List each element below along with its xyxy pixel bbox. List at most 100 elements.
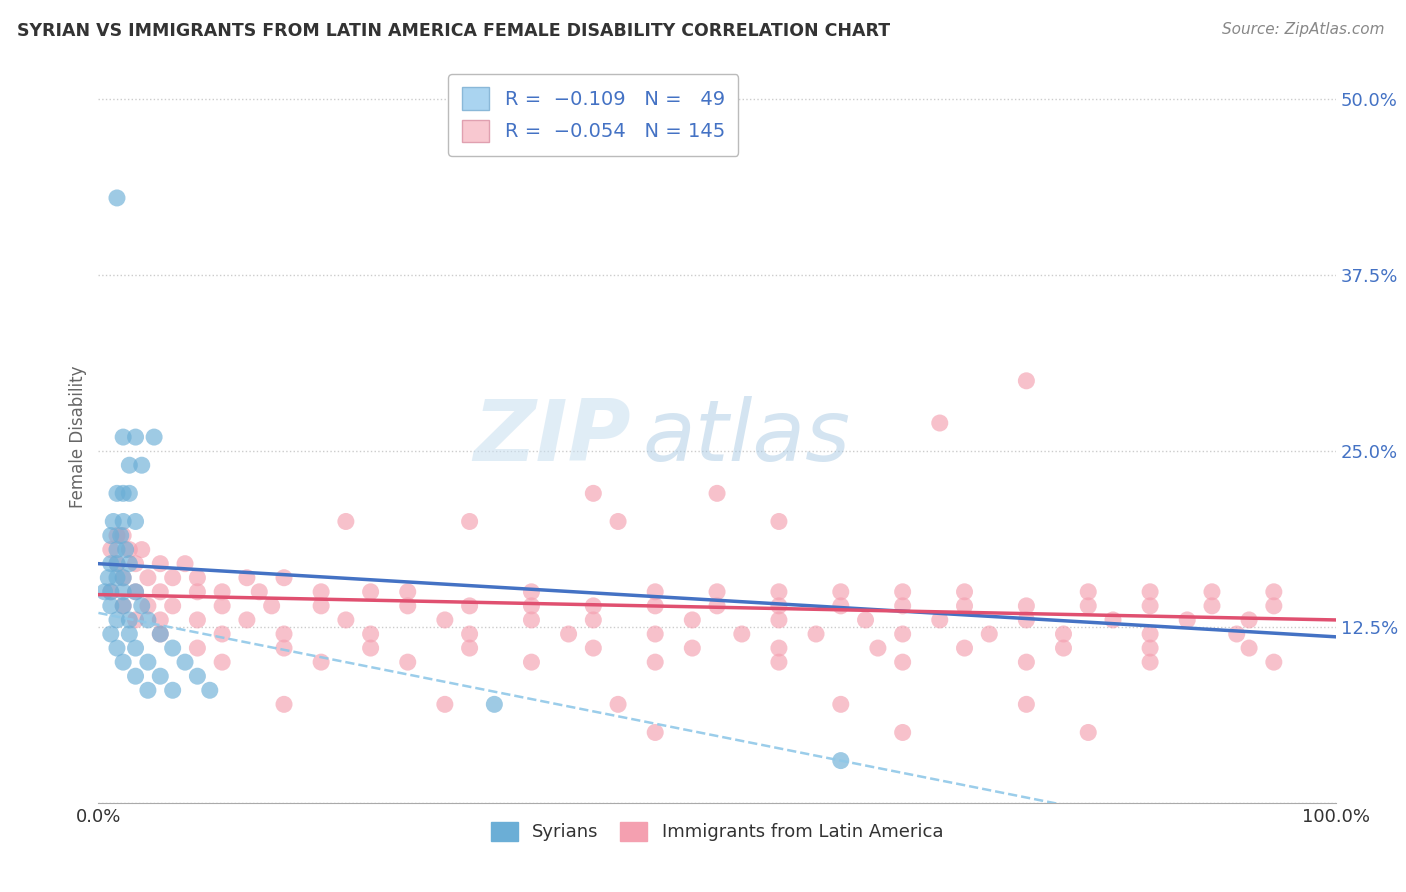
Point	[309, 599, 332, 613]
Point	[149, 669, 172, 683]
Point	[458, 599, 481, 613]
Point	[891, 655, 914, 669]
Point	[162, 599, 184, 613]
Point	[1015, 655, 1038, 669]
Point	[124, 613, 146, 627]
Point	[236, 571, 259, 585]
Point	[143, 430, 166, 444]
Point	[273, 627, 295, 641]
Point	[953, 599, 976, 613]
Point	[273, 698, 295, 712]
Point	[186, 571, 208, 585]
Point	[136, 683, 159, 698]
Point	[830, 599, 852, 613]
Text: Source: ZipAtlas.com: Source: ZipAtlas.com	[1222, 22, 1385, 37]
Point	[582, 641, 605, 656]
Point	[1226, 627, 1249, 641]
Point	[582, 486, 605, 500]
Point	[1175, 613, 1198, 627]
Point	[211, 627, 233, 641]
Point	[100, 584, 122, 599]
Point	[830, 584, 852, 599]
Point	[112, 571, 135, 585]
Point	[131, 458, 153, 473]
Point	[731, 627, 754, 641]
Point	[112, 486, 135, 500]
Point	[1015, 599, 1038, 613]
Point	[162, 571, 184, 585]
Point	[335, 613, 357, 627]
Point	[855, 613, 877, 627]
Point	[118, 557, 141, 571]
Point	[118, 458, 141, 473]
Point	[112, 655, 135, 669]
Point	[804, 627, 827, 641]
Point	[396, 584, 419, 599]
Point	[1139, 627, 1161, 641]
Point	[644, 725, 666, 739]
Point	[100, 627, 122, 641]
Point	[100, 584, 122, 599]
Point	[866, 641, 889, 656]
Point	[100, 528, 122, 542]
Point	[136, 571, 159, 585]
Point	[124, 557, 146, 571]
Point	[1052, 641, 1074, 656]
Point	[706, 584, 728, 599]
Point	[105, 557, 128, 571]
Point	[124, 584, 146, 599]
Point	[768, 641, 790, 656]
Point	[433, 698, 456, 712]
Point	[131, 599, 153, 613]
Point	[105, 191, 128, 205]
Point	[309, 584, 332, 599]
Point	[105, 571, 128, 585]
Point	[174, 557, 197, 571]
Point	[114, 542, 136, 557]
Point	[149, 557, 172, 571]
Point	[174, 655, 197, 669]
Point	[928, 613, 950, 627]
Point	[118, 542, 141, 557]
Point	[607, 515, 630, 529]
Point	[211, 655, 233, 669]
Point	[520, 584, 543, 599]
Point	[484, 698, 506, 712]
Point	[118, 486, 141, 500]
Point	[136, 599, 159, 613]
Point	[1052, 627, 1074, 641]
Point	[100, 557, 122, 571]
Point	[433, 613, 456, 627]
Point	[100, 599, 122, 613]
Y-axis label: Female Disability: Female Disability	[69, 366, 87, 508]
Point	[582, 613, 605, 627]
Point	[1263, 599, 1285, 613]
Point	[136, 655, 159, 669]
Point	[105, 528, 128, 542]
Point	[110, 528, 132, 542]
Point	[211, 584, 233, 599]
Point	[162, 683, 184, 698]
Point	[105, 486, 128, 500]
Point	[706, 599, 728, 613]
Point	[186, 584, 208, 599]
Point	[928, 416, 950, 430]
Point	[131, 542, 153, 557]
Point	[458, 641, 481, 656]
Point	[1077, 599, 1099, 613]
Point	[1139, 599, 1161, 613]
Point	[100, 542, 122, 557]
Point	[1015, 698, 1038, 712]
Point	[768, 599, 790, 613]
Point	[1237, 641, 1260, 656]
Point	[112, 584, 135, 599]
Point	[273, 641, 295, 656]
Point	[830, 754, 852, 768]
Point	[103, 515, 125, 529]
Point	[681, 641, 703, 656]
Point	[112, 430, 135, 444]
Point	[198, 683, 221, 698]
Point	[520, 613, 543, 627]
Point	[112, 571, 135, 585]
Point	[360, 584, 382, 599]
